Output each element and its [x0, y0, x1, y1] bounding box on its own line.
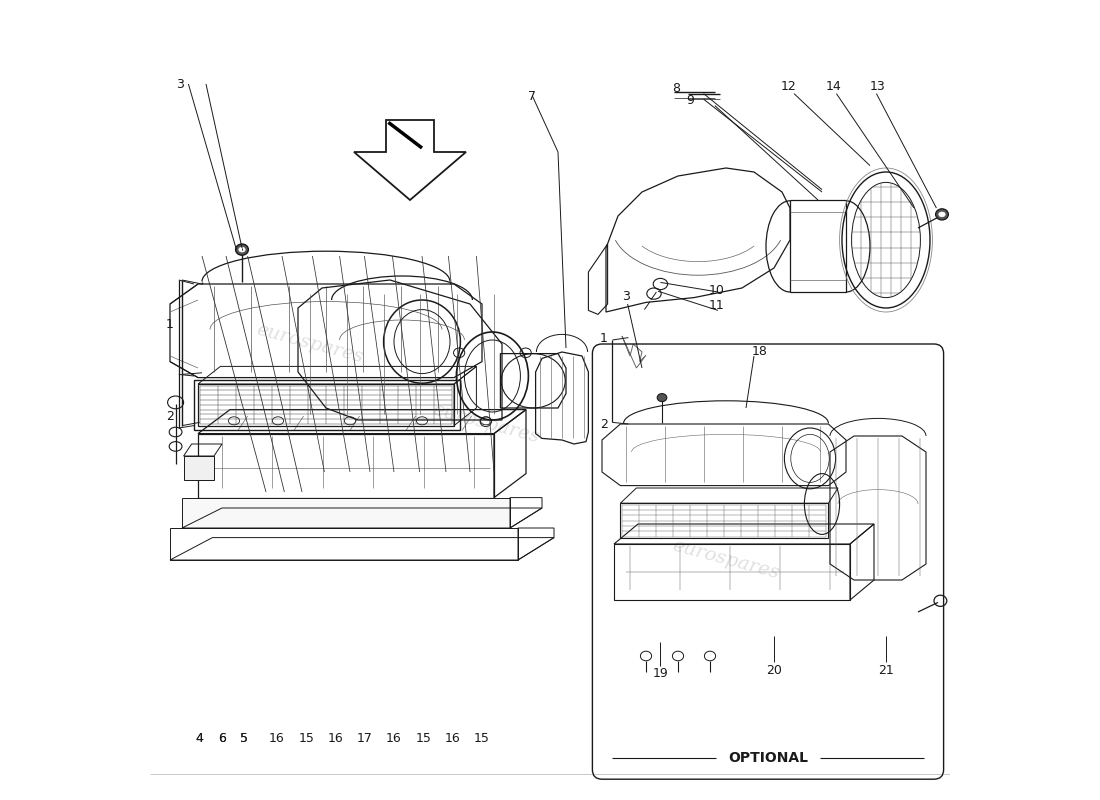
Text: OPTIONAL: OPTIONAL	[728, 750, 808, 765]
Text: 20: 20	[766, 664, 782, 677]
Text: 3: 3	[176, 78, 185, 90]
Polygon shape	[182, 498, 510, 528]
Text: eurospares: eurospares	[671, 537, 781, 583]
Text: 17: 17	[356, 732, 372, 745]
Text: 10: 10	[708, 284, 724, 297]
Text: 16: 16	[386, 732, 402, 745]
Text: 6: 6	[218, 732, 226, 745]
Text: 7: 7	[528, 90, 537, 102]
Text: 4: 4	[196, 732, 204, 745]
Text: 5: 5	[241, 732, 249, 745]
Text: 15: 15	[474, 732, 490, 745]
Text: eurospares: eurospares	[430, 401, 541, 447]
Text: 2: 2	[600, 418, 607, 430]
Ellipse shape	[239, 247, 245, 252]
Text: 4: 4	[196, 732, 204, 745]
Text: 11: 11	[708, 299, 724, 312]
Text: 16: 16	[444, 732, 460, 745]
Text: 1: 1	[166, 318, 174, 330]
Text: 18: 18	[751, 346, 768, 358]
Bar	[194, 380, 460, 430]
Text: 9: 9	[686, 94, 694, 106]
Text: 15: 15	[299, 732, 315, 745]
Ellipse shape	[936, 209, 948, 220]
Text: 8: 8	[672, 82, 681, 94]
Text: 12: 12	[781, 80, 796, 93]
Text: 5: 5	[241, 732, 249, 745]
Text: 3: 3	[623, 290, 630, 302]
Bar	[620, 503, 828, 538]
Text: 19: 19	[652, 667, 669, 680]
Ellipse shape	[938, 212, 945, 217]
Polygon shape	[354, 120, 466, 200]
Text: 14: 14	[826, 80, 842, 93]
Ellipse shape	[657, 394, 667, 402]
Polygon shape	[184, 456, 214, 480]
Text: 16: 16	[328, 732, 343, 745]
Text: 1: 1	[600, 332, 607, 345]
Text: 21: 21	[878, 664, 894, 677]
Text: eurospares: eurospares	[254, 321, 365, 367]
Text: 16: 16	[268, 732, 284, 745]
Text: 13: 13	[870, 80, 886, 93]
Ellipse shape	[235, 244, 249, 255]
Text: 15: 15	[416, 732, 431, 745]
Text: 6: 6	[218, 732, 226, 745]
Text: 2: 2	[166, 410, 174, 422]
